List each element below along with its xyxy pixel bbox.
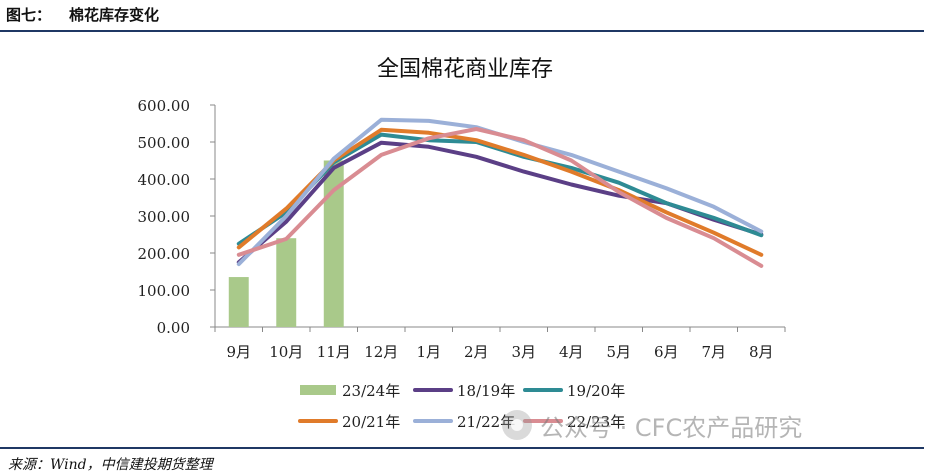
legend-item: 20/21年 (298, 413, 400, 431)
legend-label: 21/22年 (457, 413, 515, 431)
x-tick-label: 2月 (464, 343, 489, 361)
line-series-21-22 (236, 117, 764, 267)
x-tick-label: 4月 (559, 343, 584, 361)
chart-axes: 0.00 100.00 200.00 300.00 400.00 500.00 600.00… (138, 97, 786, 361)
x-tick-label: 7月 (701, 343, 726, 361)
x-tick-label: 10月 (269, 343, 303, 361)
legend-swatch (300, 385, 336, 395)
x-tick-label: 11月 (317, 343, 351, 361)
legend-label: 18/19年 (457, 382, 515, 400)
line-series-18-19 (236, 140, 764, 265)
watermark-text: 公众号 · CFC农产品研究 (540, 413, 803, 442)
bar-23-24 (228, 277, 249, 327)
wechat-icon (502, 410, 532, 440)
chart-title: 全国棉花商业库存 (377, 57, 553, 82)
legend-label: 20/21年 (342, 413, 400, 431)
source-note: 来源：Wind，中信建投期货整理 (8, 457, 213, 473)
legend-label: 22/23年 (567, 413, 625, 431)
legend-item: 21/22年 (413, 413, 515, 431)
figure-title: 棉花库存变化 (69, 6, 160, 24)
y-tick-label: 300.00 (138, 208, 191, 226)
x-tick-label: 1月 (416, 343, 441, 361)
legend-item: 19/20年 (523, 382, 625, 400)
figure-number: 图七： (6, 6, 52, 24)
x-tick-label: 6月 (654, 343, 679, 361)
x-tick-label: 5月 (606, 343, 631, 361)
cotton-inventory-chart: 全国棉花商业库存 0.00 100.00 200.00 300.00 400.00 500… (138, 57, 786, 431)
bar-series-23-24 (228, 160, 344, 327)
y-tick-label: 500.00 (138, 134, 191, 152)
y-tick-label: 400.00 (138, 171, 191, 189)
top-divider (0, 30, 924, 32)
chart-legend: 23/24年 18/19年 19/20年 20/21年 21/22年 22/23年 (298, 382, 625, 431)
x-tick-label: 12月 (364, 343, 398, 361)
legend-label: 23/24年 (342, 382, 400, 400)
x-tick-label: 3月 (511, 343, 536, 361)
legend-label: 19/20年 (567, 382, 625, 400)
watermark: 公众号 · CFC农产品研究 (502, 408, 802, 442)
line-series-22-23 (236, 127, 764, 268)
y-tick-label: 100.00 (138, 282, 191, 300)
bottom-divider (0, 447, 924, 449)
line-series-group (236, 117, 764, 268)
bar-23-24 (276, 238, 297, 327)
line-series-20-21 (236, 127, 764, 257)
figure-header: 图七： 棉花库存变化 (6, 4, 159, 26)
legend-item: 23/24年 (300, 382, 400, 400)
x-tick-label: 8月 (749, 343, 774, 361)
bar-23-24 (323, 160, 344, 327)
legend-item: 22/23年 (523, 413, 625, 431)
y-tick-label: 0.00 (157, 319, 190, 337)
legend-item: 18/19年 (413, 382, 515, 400)
y-tick-label: 200.00 (138, 245, 191, 263)
y-tick-label: 600.00 (138, 97, 191, 115)
x-tick-label: 9月 (226, 343, 251, 361)
